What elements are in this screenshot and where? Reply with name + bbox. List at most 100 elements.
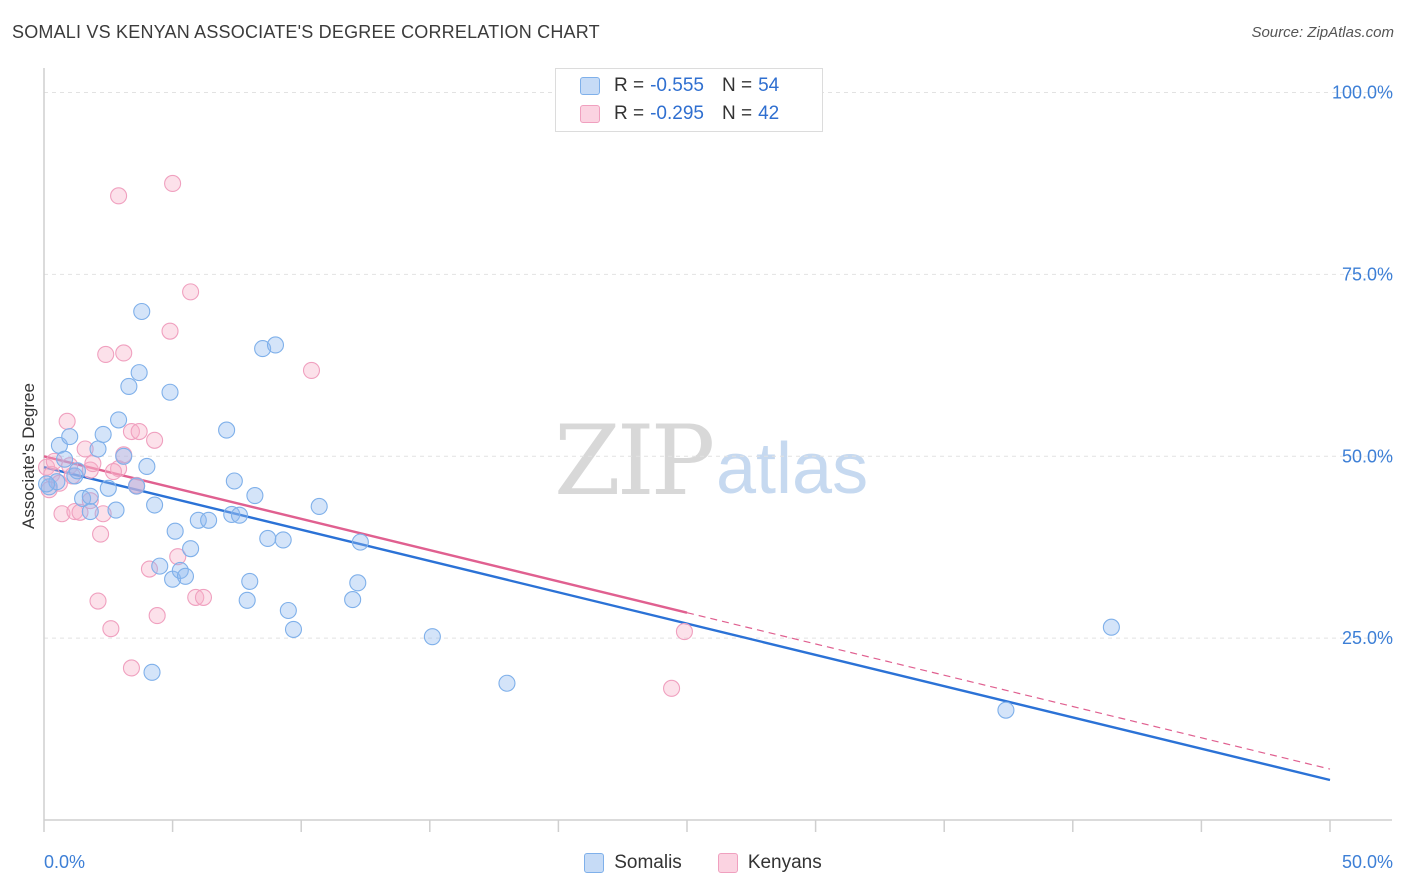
x-tick-label: 0.0% — [44, 852, 85, 872]
legend-n-value: 54 — [758, 75, 780, 96]
legend-n-label: N = — [721, 103, 753, 124]
data-point-kenyan — [110, 187, 128, 205]
chart-title: SOMALI VS KENYAN ASSOCIATE'S DEGREE CORR… — [12, 22, 600, 42]
data-point-kenyan — [675, 623, 693, 641]
data-point-kenyan — [84, 454, 102, 473]
data-point-somali — [130, 364, 148, 382]
data-point-kenyan — [102, 620, 120, 638]
data-point-somali — [56, 450, 74, 468]
legend-n-value: 42 — [758, 103, 780, 124]
watermark-atlas: atlas — [716, 429, 869, 509]
data-point-kenyan — [92, 525, 110, 543]
data-point-somali — [68, 462, 86, 480]
tick-labels: 25.0% 50.0% 75.0% 100.0% 0.0% 50.0% — [44, 83, 1393, 872]
data-point-somali — [81, 487, 99, 505]
data-point-somali — [146, 496, 164, 514]
data-point-somali — [423, 628, 441, 646]
data-point-somali — [115, 447, 133, 465]
data-point-kenyan — [164, 174, 182, 193]
data-point-kenyan — [194, 588, 213, 606]
gridlines — [44, 92, 1392, 639]
data-point-somali — [99, 479, 117, 497]
data-point-somali — [182, 540, 200, 558]
data-point-somali — [128, 477, 146, 495]
data-point-somali — [189, 511, 207, 529]
data-point-somali — [279, 601, 297, 620]
data-point-kenyan — [146, 431, 164, 449]
y-axis-label: Associate's Degree — [19, 383, 38, 529]
data-point-kenyan — [104, 463, 122, 481]
legend-label-somalis: Somalis — [614, 852, 682, 873]
data-point-somali — [238, 591, 256, 609]
data-point-kenyan — [182, 283, 200, 301]
data-point-somali — [997, 701, 1015, 719]
data-point-somali — [241, 572, 259, 590]
legend-r-label: R = — [614, 103, 645, 124]
data-point-somali — [225, 472, 243, 490]
y-tick-label: 25.0% — [1342, 628, 1393, 648]
data-point-somali — [284, 620, 303, 638]
data-point-somali — [38, 475, 56, 493]
y-tick-label: 75.0% — [1342, 264, 1393, 284]
data-points — [38, 174, 1120, 719]
data-point-somali — [120, 377, 138, 395]
data-point-somali — [254, 340, 272, 358]
data-point-kenyan — [94, 505, 112, 523]
data-point-kenyan — [115, 344, 133, 362]
series-legend: Somalis Kenyans — [0, 852, 1406, 874]
data-point-kenyan — [76, 440, 94, 458]
data-point-somali — [349, 574, 367, 592]
data-point-kenyan — [130, 422, 148, 441]
data-point-kenyan — [58, 412, 76, 430]
y-tick-label: 50.0% — [1342, 446, 1393, 466]
legend-r-value: -0.295 — [650, 103, 704, 124]
data-point-somali — [81, 503, 99, 521]
data-point-somali — [161, 383, 179, 401]
data-point-somali — [259, 529, 277, 548]
data-point-somali — [498, 674, 516, 692]
legend-n-label: N = — [721, 75, 753, 96]
legend-swatch-somali — [580, 77, 600, 95]
data-point-somali — [176, 567, 195, 585]
legend-r-label: R = — [614, 75, 645, 96]
legend-item-kenyans[interactable]: Kenyans — [717, 852, 822, 874]
data-point-somali — [230, 506, 249, 524]
data-point-somali — [1102, 618, 1120, 636]
data-point-kenyan — [53, 505, 71, 523]
data-point-somali — [107, 501, 125, 519]
legend-label-kenyans: Kenyans — [747, 852, 822, 873]
stats-legend: R = -0.555 N = 54 R = -0.295 N = 42 — [555, 68, 823, 132]
source-credit: Source: ZipAtlas.com — [1251, 24, 1394, 41]
legend-swatch-kenyan — [580, 105, 600, 123]
data-point-kenyan — [122, 659, 140, 677]
data-point-somali — [344, 591, 362, 609]
data-point-kenyan — [66, 503, 84, 521]
data-point-kenyan — [89, 592, 107, 610]
trend-line-kenyan-extrapolated — [686, 612, 1331, 770]
legend-item-somalis[interactable]: Somalis — [584, 852, 682, 874]
trend-line-kenyan — [43, 455, 688, 614]
data-point-somali — [218, 421, 236, 439]
data-point-somali — [246, 487, 264, 505]
data-point-somali — [351, 533, 369, 551]
data-point-kenyan — [302, 361, 321, 379]
legend-swatch-somalis — [584, 853, 605, 873]
data-point-somali — [89, 440, 107, 458]
data-point-somali — [310, 497, 328, 516]
data-point-somali — [61, 428, 79, 446]
data-point-somali — [133, 302, 151, 321]
data-point-somali — [48, 473, 66, 491]
data-point-somali — [138, 457, 156, 476]
data-point-somali — [110, 411, 128, 429]
trend-lines — [43, 455, 1331, 782]
axes — [43, 68, 1392, 832]
data-point-somali — [266, 336, 285, 354]
data-point-somali — [274, 531, 292, 549]
legend-r-value: -0.555 — [650, 75, 704, 96]
data-point-kenyan — [161, 322, 179, 340]
data-point-kenyan — [169, 548, 187, 566]
legend-row-kenyan: R = -0.295 N = 42 — [556, 101, 779, 127]
data-point-kenyan — [663, 679, 681, 697]
data-point-somali — [200, 511, 218, 529]
